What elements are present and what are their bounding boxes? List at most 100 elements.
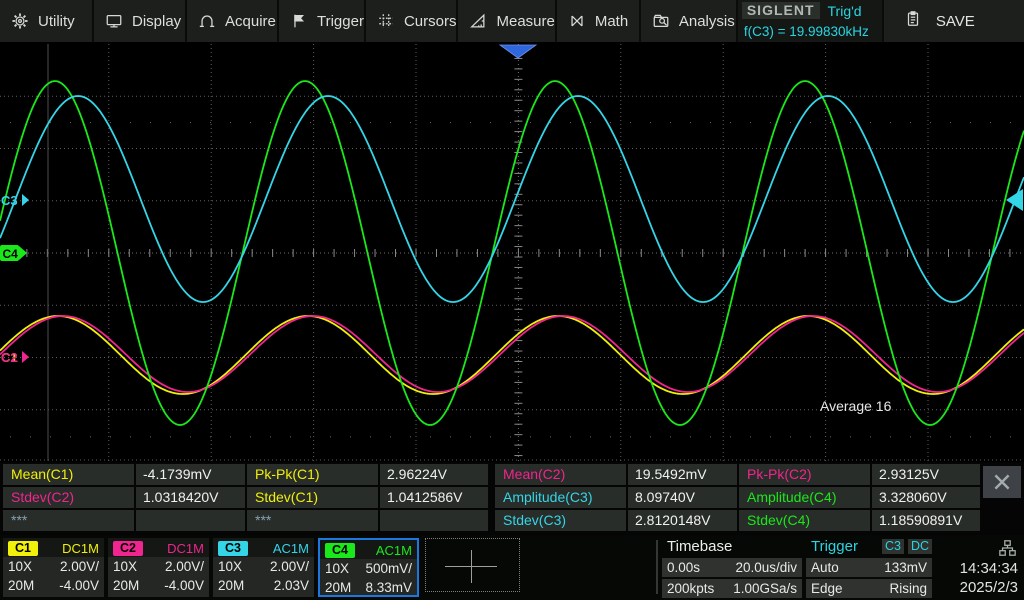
measurement-label[interactable]: Amplitude(C4) [739,487,870,508]
channel-marker-arrow [22,194,29,206]
menu-acquire[interactable]: Acquire [187,0,279,42]
measurement-value: 2.96224V [380,464,488,485]
trace-c1[interactable] [0,315,1024,395]
measurement-label[interactable]: Amplitude(C3) [495,487,626,508]
menu-analysis[interactable]: Analysis [640,0,738,42]
channel-setting: 2.00V/ [59,559,99,574]
channel-coupling: AC1M [272,540,309,556]
trigger-status-badge: Trig'd [827,2,862,19]
channel-box-c4[interactable]: C4 AC1M 10X 500mV/20M 8.33mV [318,538,419,597]
channel-coupling: DC1M [167,540,204,556]
timebase-delay: 0.00s [667,560,701,575]
channel-coupling: AC1M [375,542,412,558]
plus-icon [471,550,472,583]
measurement-label[interactable]: Stdev(C2) [3,487,134,508]
clock-block: 14:34:34 2025/2/3 [930,537,1020,597]
measure-panel: Mean(C1) -4.1739mV Pk-Pk(C1) 2.96224V Stdev(… [0,462,1024,535]
channel-marker-arrow [19,246,27,260]
menu-cursors[interactable]: Cursors [365,0,459,42]
measurement-label[interactable]: *** [3,510,134,531]
ruler-triangle-icon [469,12,487,30]
menu-label: Display [132,12,182,30]
channel-box-c3[interactable]: C3 AC1M 10X 2.00V/20M 2.03V [213,538,314,597]
timebase-points: 200kpts [667,581,715,596]
trace-c2[interactable] [0,315,1024,393]
channel-setting: 20M [113,578,140,593]
measurement-label[interactable]: Pk-Pk(C1) [247,464,378,485]
measurement-label[interactable]: Stdev(C3) [495,510,626,531]
close-icon [994,474,1010,490]
menu-utility[interactable]: Utility [0,0,94,42]
menu-trigger[interactable]: Trigger [279,0,366,42]
measurement-value: 3.328060V [872,487,980,508]
bowtie-icon [568,12,586,30]
channel-marker-c2[interactable]: C2 [1,350,18,365]
menu-label: Acquire [225,12,276,30]
folder-search-icon [652,12,670,30]
measurement-label[interactable]: Stdev(C1) [247,487,378,508]
trigger-type: Edge [811,581,843,596]
menu-label: Utility [38,12,75,30]
channel-boxes: C1 DC1M 10X 2.00V/20M -4.00V C2 DC1M 10X 2.00V/2… [3,538,419,597]
channel-badge: C2 [113,540,143,556]
cursors-grid-icon [377,12,395,30]
add-trace-drop-area[interactable] [425,538,520,592]
divider [656,540,658,594]
channel-badge: C4 [325,542,355,558]
monitor-icon [105,12,123,30]
measurement-label[interactable]: Stdev(C4) [739,510,870,531]
channel-box-c2[interactable]: C2 DC1M 10X 2.00V/20M -4.00V [108,538,209,597]
trigger-mode: Auto [811,560,839,575]
clock-time: 14:34:34 [959,560,1018,577]
trigger-panel[interactable]: Trigger C3 DC Auto 133mV Edge Rising [806,537,932,598]
channel-setting: 20M [8,578,35,593]
flag-icon [290,12,308,30]
channel-setting: 10X [113,559,138,574]
measurement-label[interactable]: Mean(C2) [495,464,626,485]
measurement-label[interactable]: *** [247,510,378,531]
average-indicator: Average 16 [820,398,892,414]
channel-setting: -4.00V [59,578,99,593]
bottom-bar: C1 DC1M 10X 2.00V/20M -4.00V C2 DC1M 10X 2.00V/2… [0,535,1024,600]
channel-marker-c4[interactable] [0,245,19,261]
channel-marker-label: C4 [3,247,19,261]
menu-label: Cursors [403,12,457,30]
measurement-value: 1.18590891V [872,510,980,531]
measurement-value: 2.8120148V [628,510,737,531]
measurement-value: 8.09740V [628,487,737,508]
timebase-panel[interactable]: Timebase 0.00s 20.0us/div 200kpts 1.00GS… [662,537,802,598]
gear-icon [11,12,29,30]
channel-box-c1[interactable]: C1 DC1M 10X 2.00V/20M -4.00V [3,538,104,597]
measurement-label[interactable]: Pk-Pk(C2) [739,464,870,485]
menu-label: Measure [496,12,555,30]
network-icon [998,539,1017,562]
menu-display[interactable]: Display [94,0,187,42]
channel-badge: C1 [8,540,38,556]
menu-measure[interactable]: Measure [458,0,557,42]
measure-panel-right: Mean(C2) 19.5492mV Pk-Pk(C2) 2.93125V Amplit… [495,464,980,531]
channel-setting: -4.00V [164,578,204,593]
timebase-title: Timebase [667,538,733,555]
measurement-value: -4.1739mV [136,464,245,485]
measurement-value: 1.0412586V [380,487,488,508]
measurement-label[interactable]: Mean(C1) [3,464,134,485]
menu-label: Math [594,12,629,30]
brand-block: SIGLENT Trig'd f(C3) = 19.99830kHz [737,0,884,42]
channel-setting: 500mV/ [365,561,412,576]
measurement-value [380,510,488,531]
measure-close-button[interactable] [983,466,1021,498]
trigger-level-marker[interactable] [1006,189,1023,211]
trigger-position-marker[interactable] [498,44,538,59]
trigger-coupling-chip: DC [907,539,932,554]
channel-marker-c3[interactable]: C3 [1,193,18,208]
trigger-title: Trigger [811,538,858,555]
siglent-logo: SIGLENT [741,2,820,19]
channel-marker-c1[interactable]: C1 [1,350,18,365]
trace-c4[interactable] [0,80,1024,426]
menu-math[interactable]: Math [556,0,641,42]
save-button[interactable]: SAVE [883,0,1024,42]
channel-setting: 20M [325,580,352,595]
trigger-source-chip: C3 [881,539,904,554]
trace-c3[interactable] [0,95,1024,303]
